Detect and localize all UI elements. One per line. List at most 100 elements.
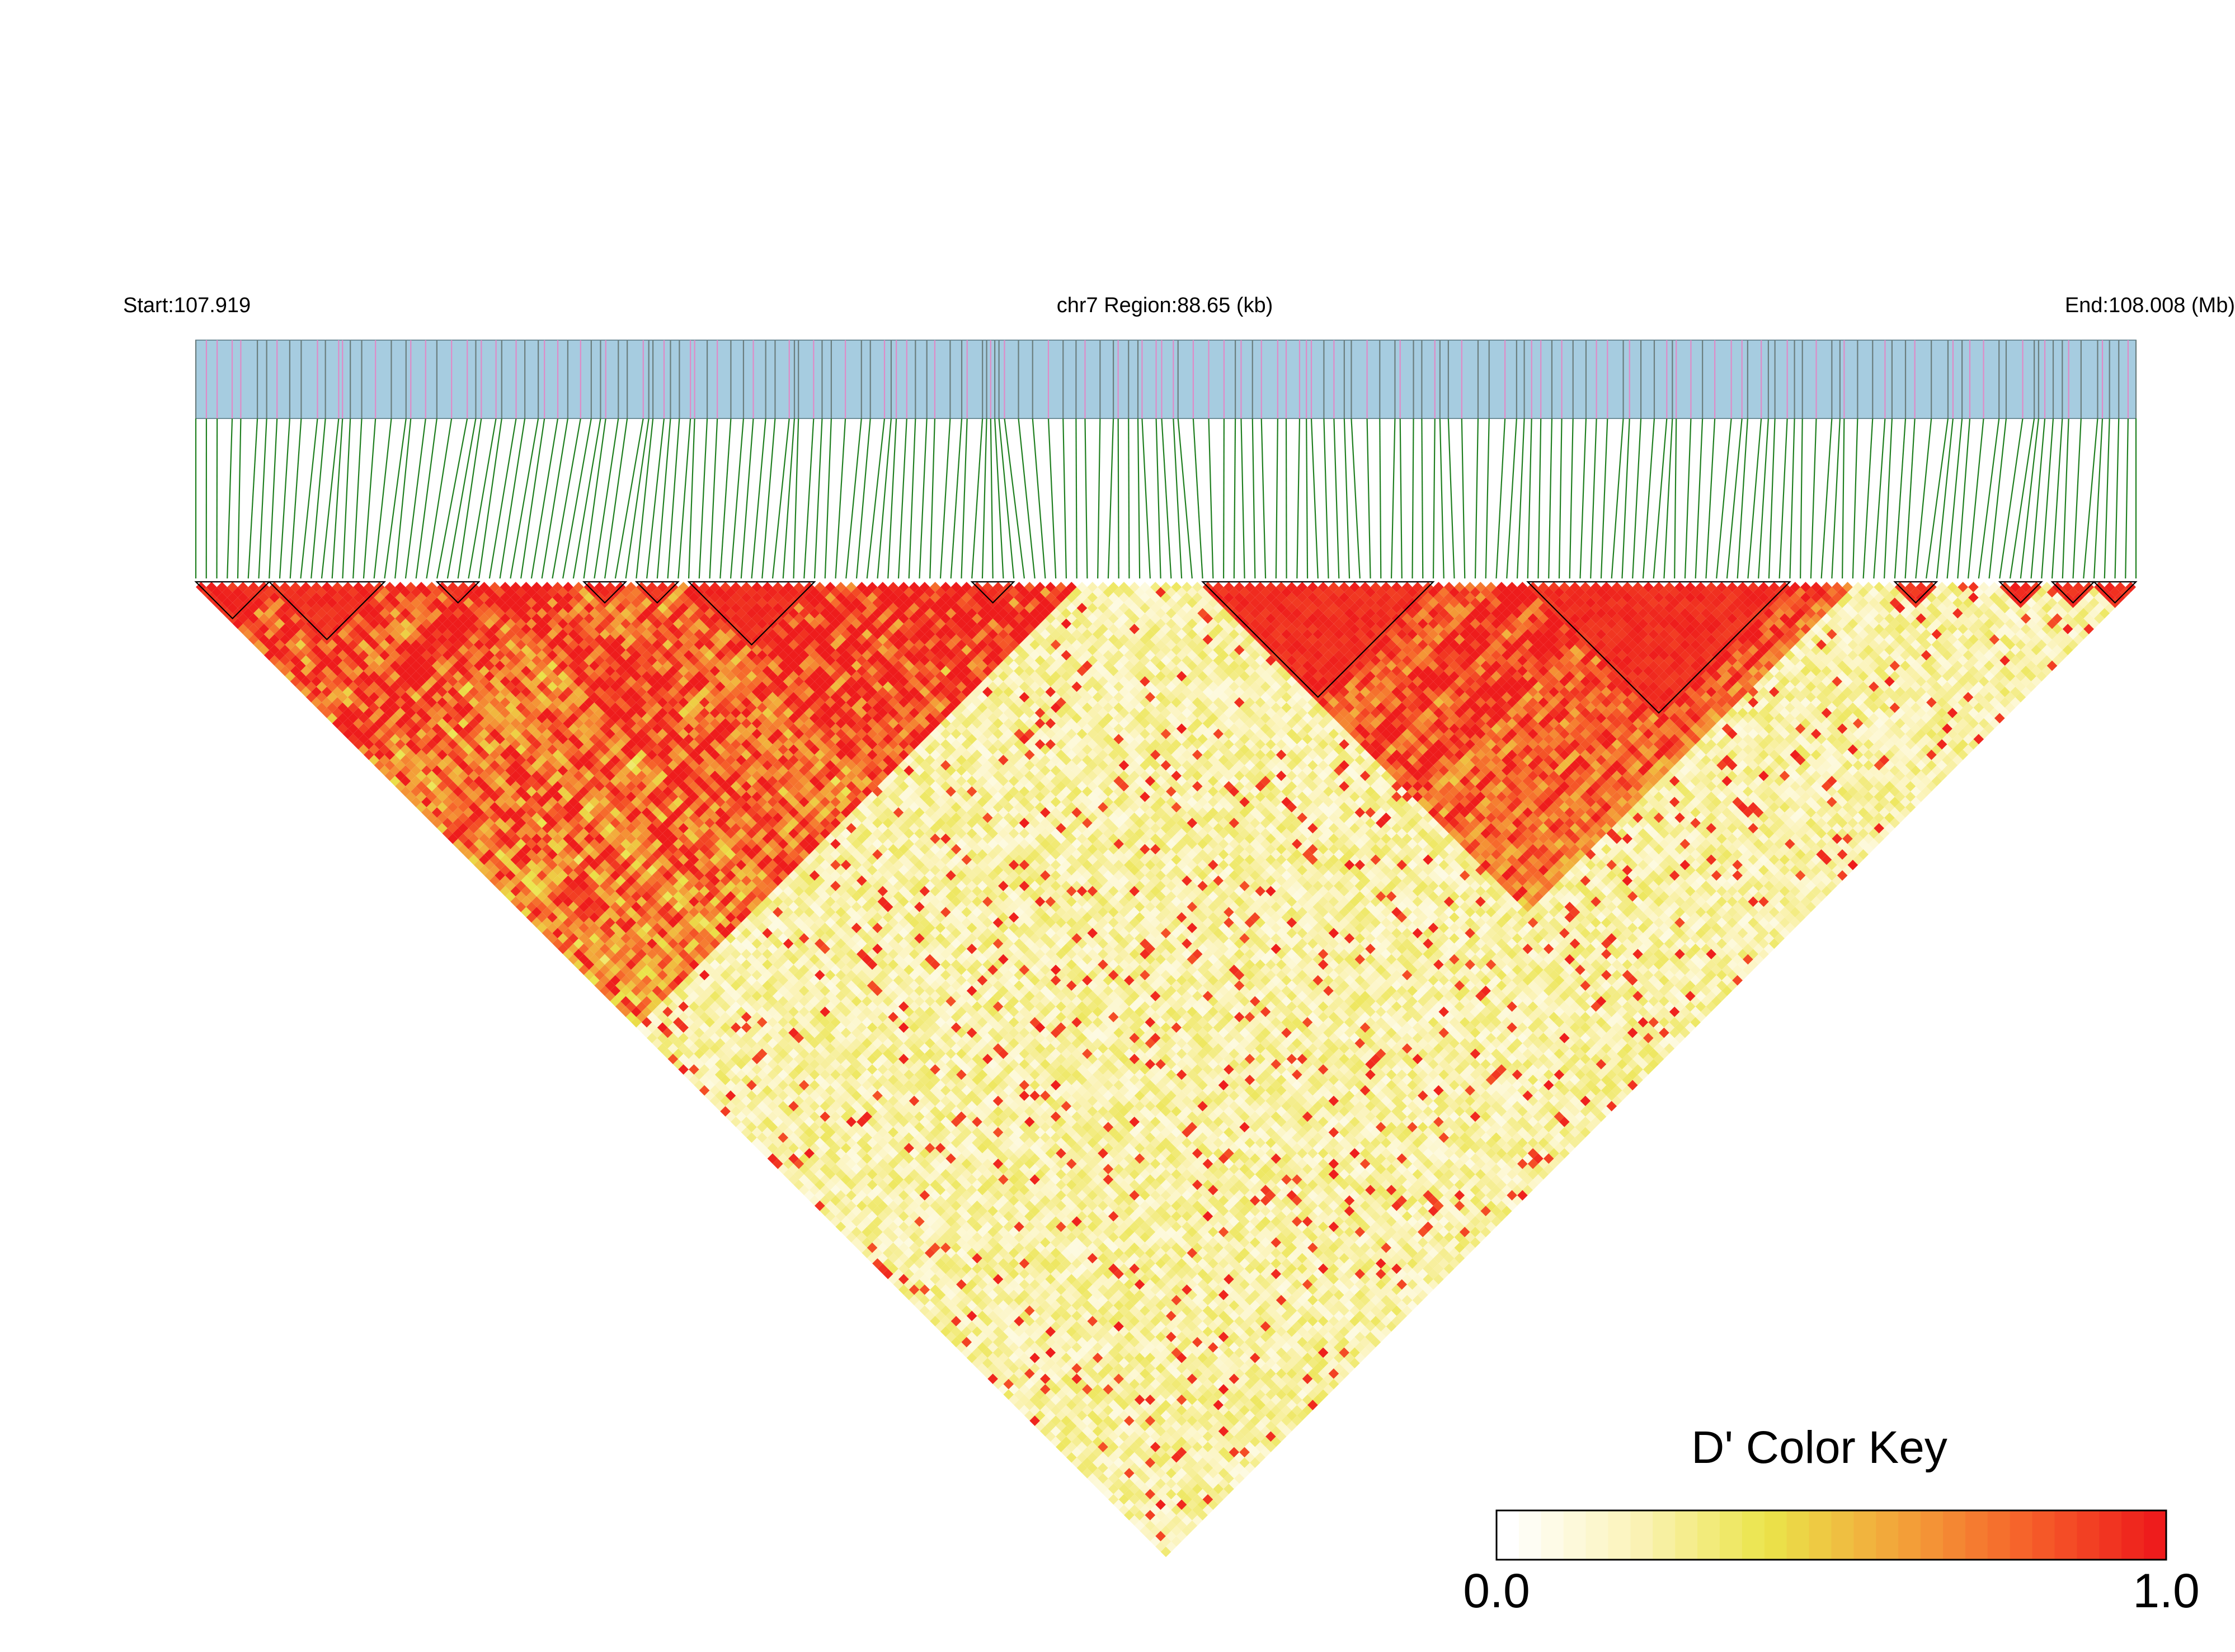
ld-cell	[956, 1321, 967, 1332]
ld-cell	[463, 828, 474, 839]
ld-cell	[342, 728, 354, 740]
ld-cell	[453, 775, 464, 787]
ld-cell	[431, 786, 443, 797]
snp-connector	[919, 418, 928, 579]
ld-cell	[495, 839, 506, 850]
ld-cell	[1066, 1410, 1077, 1421]
ld-cell	[290, 655, 301, 666]
ld-cell	[647, 1001, 657, 1012]
ld-cell	[217, 592, 228, 603]
ld-cell	[489, 844, 500, 855]
ld-cell	[495, 859, 506, 870]
ld-cell	[1024, 1400, 1035, 1410]
ld-cell	[904, 1279, 915, 1290]
ld-cell	[987, 1331, 999, 1343]
ld-cell	[815, 1201, 825, 1211]
ld-cell	[1118, 1494, 1130, 1505]
ld-cell	[573, 938, 584, 949]
ld-cell	[919, 1295, 930, 1306]
snp-connector	[677, 418, 691, 579]
ld-cell	[1103, 1478, 1114, 1489]
snp-connector	[2125, 418, 2129, 579]
ld-cell	[479, 865, 490, 876]
ld-cell	[379, 702, 390, 713]
ld-cell	[862, 1248, 873, 1259]
ld-cell	[285, 629, 296, 640]
snp-connector	[1758, 418, 1769, 579]
snp-connector	[761, 418, 776, 579]
ld-cell	[1076, 1462, 1088, 1474]
ld-cell	[1092, 1457, 1103, 1469]
ld-cell	[998, 1331, 1009, 1343]
ld-cell	[363, 739, 374, 750]
ld-cell	[510, 865, 521, 876]
ld-cell	[537, 859, 547, 870]
snp-connector	[1018, 418, 1036, 579]
ld-cell	[1082, 1415, 1093, 1427]
ld-cell	[615, 949, 626, 959]
snp-connector	[803, 418, 815, 579]
ld-cell	[909, 1284, 920, 1295]
ld-cell	[243, 587, 254, 598]
ld-cell	[264, 629, 275, 640]
ld-cell	[1034, 1378, 1046, 1390]
snp-connector	[331, 418, 344, 579]
ld-cell	[919, 1253, 930, 1264]
snp-connector	[1084, 418, 1088, 579]
ld-cell	[531, 865, 542, 876]
ld-cell	[694, 1080, 705, 1091]
ld-cell	[1108, 1494, 1119, 1505]
ld-cell	[1118, 1473, 1130, 1484]
ld-cell	[384, 707, 396, 718]
ld-cell	[835, 1201, 846, 1211]
ld-cell	[531, 917, 542, 928]
snp-connector	[929, 418, 936, 579]
snp-connector-lines	[195, 418, 2137, 579]
ld-cell	[1014, 1389, 1024, 1400]
ld-cell	[437, 781, 448, 792]
snp-connector	[1097, 418, 1101, 579]
ld-cell	[363, 728, 374, 740]
ld-cell	[332, 718, 343, 729]
ld-cell	[809, 1153, 820, 1164]
ld-cell	[369, 713, 380, 724]
ld-cell	[641, 975, 652, 986]
ld-cell	[1014, 1358, 1024, 1368]
ld-cell	[1034, 1410, 1046, 1421]
ld-cell	[1129, 1462, 1140, 1474]
ld-cell	[683, 1038, 694, 1049]
snp-connector	[1032, 418, 1046, 579]
snp-connector	[1461, 418, 1466, 579]
ld-cell	[935, 1310, 946, 1321]
snp-connector	[1747, 418, 1762, 579]
ld-cell	[1092, 1478, 1103, 1489]
ld-cell	[316, 660, 327, 671]
snp-connector	[1642, 418, 1655, 579]
ld-cell	[704, 1038, 715, 1049]
ld-cell	[1024, 1368, 1035, 1379]
ld-cell	[505, 870, 516, 881]
ld-cell	[521, 896, 531, 907]
snp-connector	[1233, 418, 1236, 579]
ld-cell	[798, 1153, 810, 1164]
ld-cell	[1061, 1436, 1072, 1447]
snp-connector	[2072, 418, 2082, 579]
snp-connector	[1768, 418, 1776, 579]
ld-cell	[867, 1242, 878, 1253]
ld-cell	[395, 718, 406, 729]
ld-cell	[290, 644, 301, 656]
snp-connector	[1516, 418, 1525, 579]
ld-cell	[421, 765, 432, 776]
ld-cell	[295, 671, 306, 682]
ld-cell	[877, 1221, 888, 1232]
ld-cell	[840, 1216, 851, 1227]
ld-cell	[400, 723, 411, 734]
ld-cell	[458, 833, 469, 844]
ld-cell	[956, 1300, 967, 1311]
ld-cell	[935, 1268, 946, 1279]
ld-cell	[987, 1352, 999, 1363]
ld-cell	[389, 765, 401, 776]
snp-connector	[446, 418, 477, 579]
snp-connector	[971, 418, 984, 579]
snp-connector	[1852, 418, 1858, 579]
